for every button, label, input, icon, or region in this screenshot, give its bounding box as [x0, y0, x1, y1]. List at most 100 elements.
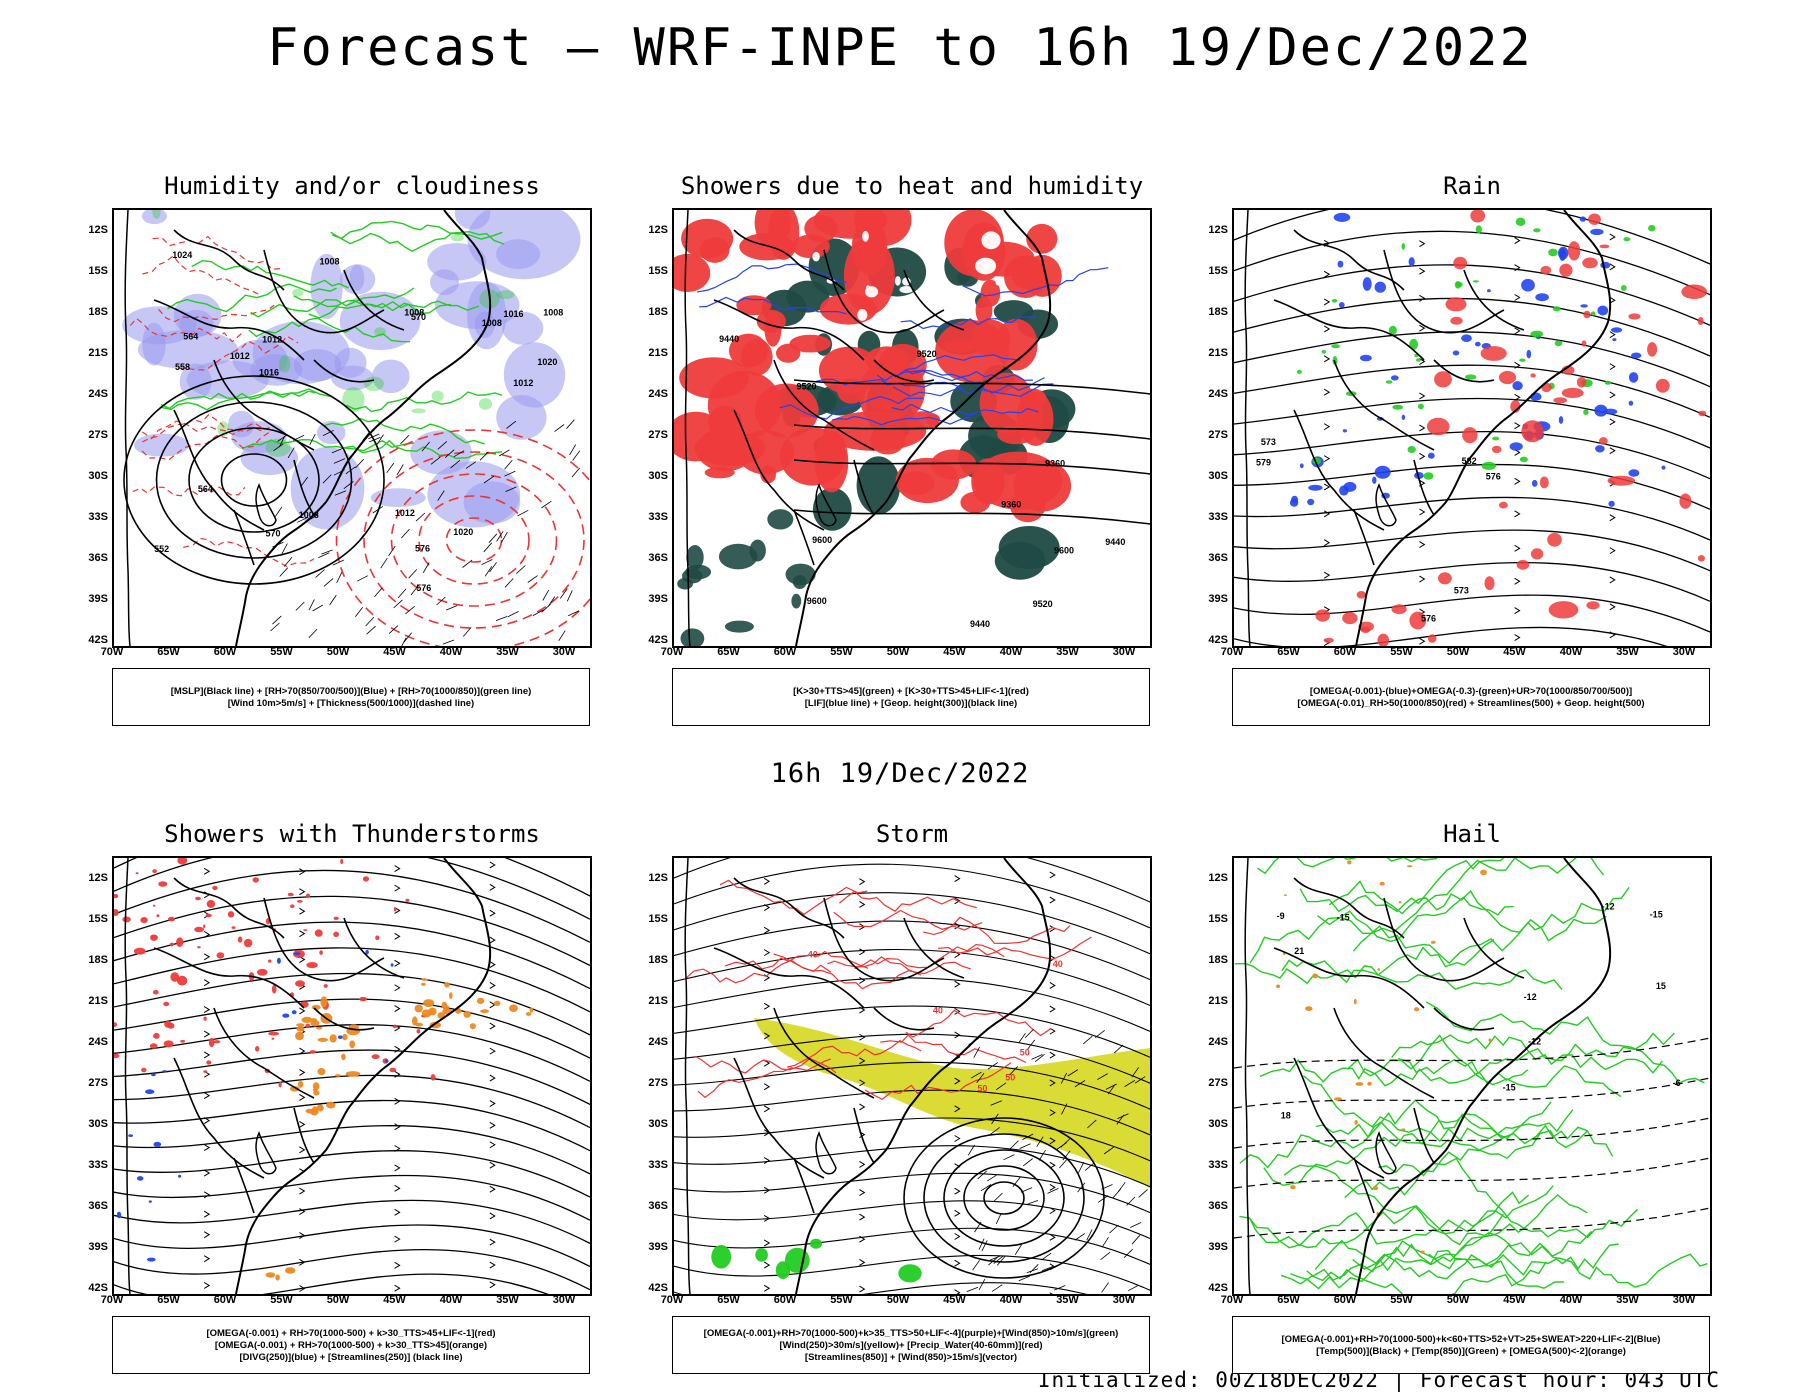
longitude-tick: 35W — [496, 646, 519, 658]
latitude-tick: 24S — [1208, 1036, 1228, 1048]
panel-title: Storm — [875, 820, 949, 848]
contour-label: 18 — [1281, 1111, 1291, 1121]
longitude-tick: 65W — [717, 1294, 740, 1306]
contour-label: 1020 — [537, 357, 557, 367]
longitude-tick: 55W — [1390, 1294, 1413, 1306]
latitude-tick: 21S — [648, 347, 668, 359]
contour-label: 576 — [416, 583, 431, 593]
longitude-tick: 65W — [717, 646, 740, 658]
panel-title: Hail — [1443, 820, 1501, 848]
contour-label: 40 — [1053, 959, 1063, 969]
page-title: Forecast – WRF-INPE to 16h 19/Dec/2022 — [267, 18, 1533, 78]
map-panel: Rain 582 576 579 573 576 573 12S 15S 18S 21S 24S 27S… — [1192, 172, 1752, 732]
latitude-tick: 27S — [648, 1077, 668, 1089]
contour-label: 9440 — [719, 334, 739, 344]
contour-label: -15 — [1503, 1083, 1516, 1093]
panel-legend: [MSLP](Black line) + [RH>70(850/700/500)… — [112, 668, 590, 726]
latitude-tick: 27S — [1208, 1077, 1228, 1089]
forecast-time-subtitle: 16h 19/Dec/2022 — [770, 758, 1030, 789]
latitude-tick: 36S — [88, 1200, 108, 1212]
longitude-tick: 60W — [1333, 1294, 1357, 1306]
contour-label: 9600 — [1054, 545, 1074, 555]
map-panel: Hail -12 -12 -15 -12 -15 -15 15 18 21 -6 -9 12S 15S 18… — [1192, 820, 1752, 1380]
contour-label: 9360 — [1001, 499, 1021, 509]
longitude-tick: 60W — [213, 646, 237, 658]
contour-label: -15 — [1337, 912, 1350, 922]
latitude-tick: 18S — [1208, 954, 1228, 966]
contour-label: 1012 — [395, 508, 415, 518]
panel-legend: [OMEGA(-0.001)+RH>70(1000-500)+k<60+TTS>… — [1232, 1316, 1710, 1374]
contour-label: 9440 — [1105, 537, 1125, 547]
longitude-tick: 60W — [1333, 646, 1357, 658]
legend-line: [K>30+TTS>45](green) + [K>30+TTS>45+LIF<… — [793, 685, 1029, 697]
contour-label: 21 — [1294, 946, 1304, 956]
longitude-tick: 70W — [100, 1294, 124, 1306]
longitude-tick: 40W — [999, 646, 1023, 658]
contour-label: 9360 — [1045, 459, 1065, 469]
panel-legend: [OMEGA(-0.001)-(blue)+OMEGA(-0.3)-(green… — [1232, 668, 1710, 726]
contour-label: 50 — [977, 1084, 987, 1094]
latitude-tick: 42S — [648, 634, 668, 646]
longitude-tick: 40W — [439, 646, 463, 658]
latitude-tick: 18S — [648, 306, 668, 318]
longitude-tick: 45W — [943, 646, 966, 658]
contour-label: 558 — [175, 362, 190, 372]
latitude-tick: 18S — [648, 954, 668, 966]
legend-line: [OMEGA(-0.001) + RH>70(1000-500) + k>30_… — [206, 1327, 496, 1339]
latitude-tick: 39S — [648, 1241, 668, 1253]
latitude-tick: 33S — [1208, 511, 1228, 523]
latitude-tick: 18S — [88, 306, 108, 318]
latitude-tick: 27S — [1208, 429, 1228, 441]
latitude-tick: 36S — [1208, 1200, 1228, 1212]
map-plot-area: 582 576 579 573 576 573 — [1232, 208, 1712, 648]
latitude-tick: 18S — [88, 954, 108, 966]
latitude-tick: 36S — [648, 1200, 668, 1212]
longitude-tick: 30W — [552, 646, 576, 658]
panel-title: Humidity and/or cloudiness — [164, 172, 540, 200]
contour-label: 576 — [415, 543, 430, 553]
latitude-tick: 33S — [88, 1159, 108, 1171]
longitude-tick: 35W — [496, 1294, 519, 1306]
legend-line: [LIF](blue line) + [Geop. height(300)](b… — [804, 697, 1018, 709]
contour-label: 9600 — [807, 596, 827, 606]
legend-line: [Temp(500)](Black) + [Temp(850)](Green) … — [1316, 1345, 1626, 1357]
contour-label: 1008 — [543, 308, 563, 318]
longitude-tick: 65W — [157, 646, 180, 658]
latitude-tick: 24S — [88, 1036, 108, 1048]
latitude-tick: 33S — [648, 1159, 668, 1171]
latitude-tick: 24S — [648, 1036, 668, 1048]
latitude-tick: 12S — [88, 224, 108, 236]
latitude-tick: 18S — [1208, 306, 1228, 318]
legend-line: [OMEGA(-0.01)_RH>50(1000/850)(red) + Str… — [1297, 697, 1645, 709]
latitude-tick: 12S — [1208, 872, 1228, 884]
contour-label: 564 — [198, 484, 213, 494]
longitude-tick: 30W — [1672, 646, 1696, 658]
latitude-tick: 21S — [1208, 995, 1228, 1007]
latitude-tick: 15S — [88, 265, 108, 277]
contour-label: 1012 — [230, 351, 250, 361]
longitude-tick: 70W — [660, 1294, 684, 1306]
latitude-tick: 27S — [88, 1077, 108, 1089]
legend-line: [OMEGA(-0.001)+RH>70(1000-500)+k<60+TTS>… — [1281, 1333, 1661, 1345]
latitude-tick: 15S — [88, 913, 108, 925]
contour-label: 573 — [1454, 585, 1469, 595]
latitude-tick: 15S — [648, 913, 668, 925]
contour-label: 576 — [1421, 613, 1436, 623]
contour-label: 9600 — [812, 535, 832, 545]
latitude-tick: 39S — [88, 593, 108, 605]
longitude-tick: 55W — [830, 1294, 853, 1306]
contour-label: 1020 — [453, 527, 473, 537]
latitude-tick: 24S — [88, 388, 108, 400]
panel-title: Showers with Thunderstorms — [164, 820, 540, 848]
longitude-tick: 70W — [660, 646, 684, 658]
latitude-tick: 21S — [648, 995, 668, 1007]
contour-label: 552 — [154, 544, 169, 554]
latitude-tick: 15S — [1208, 913, 1228, 925]
contour-label: 40 — [933, 1006, 943, 1016]
longitude-tick: 35W — [1056, 646, 1079, 658]
legend-line: [DIVG(250)](blue) + [Streamlines(250)] (… — [239, 1351, 463, 1363]
map-plot-area: -12 -12 -15 -12 -15 -15 15 18 21 -6 -9 — [1232, 856, 1712, 1296]
longitude-tick: 30W — [1112, 646, 1136, 658]
